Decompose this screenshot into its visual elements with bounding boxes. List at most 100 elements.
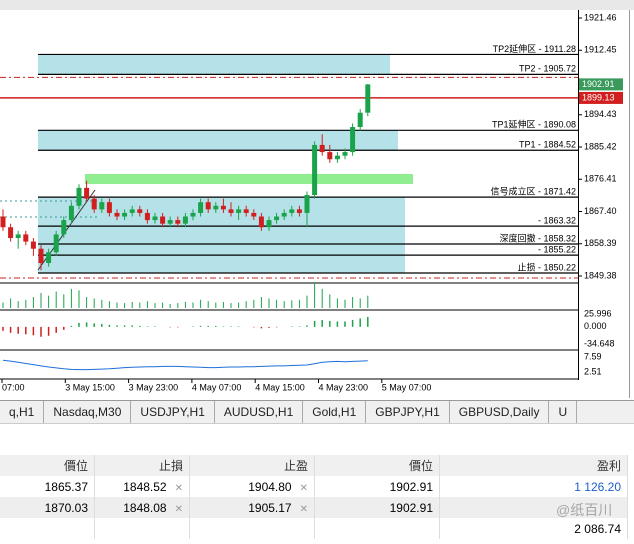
header-cell: 盈利 — [439, 455, 628, 476]
candle-body — [23, 234, 29, 242]
zone — [38, 130, 398, 151]
candle-body — [175, 220, 181, 224]
y-tick-label: 1876.41 — [584, 174, 617, 184]
header-cell: 止損 — [94, 455, 190, 476]
cell — [439, 497, 628, 518]
candle-body — [296, 209, 302, 213]
remove-button[interactable]: ✕ — [299, 482, 308, 494]
cell: 1848.52 ✕ — [94, 476, 190, 497]
y-tick-label: 1921.46 — [584, 12, 617, 22]
level-label: 深度回撤 - 1858.32 — [499, 232, 576, 243]
chart: 1921.46 1912.45 1894.43 1885.42 1876.41 1867.… — [0, 0, 634, 398]
candle-body — [167, 220, 173, 224]
candle-body — [350, 127, 356, 153]
candle-body — [46, 252, 52, 264]
candle-body — [198, 202, 204, 213]
candle-body — [220, 205, 226, 210]
time-label: 4 May 23:00 — [319, 382, 369, 392]
cell — [0, 518, 95, 539]
candle-body — [365, 84, 371, 113]
candle-body — [236, 209, 242, 213]
cell: 1870.03 — [0, 497, 95, 518]
level-label: TP2延伸区 - 1911.28 — [493, 43, 576, 54]
tab[interactable]: Gold,H1 — [303, 401, 367, 423]
candle-body — [228, 209, 234, 213]
rsi-tick-label: 2.51 — [584, 366, 602, 376]
remove-button[interactable]: ✕ — [299, 503, 308, 515]
candle-body — [84, 187, 90, 199]
level-label: - 1855.22 — [538, 244, 576, 254]
order-row: 1865.37 1848.52 ✕ 1904.80 ✕ 1902.91 1 126.20 — [0, 476, 628, 497]
rsi-line — [2, 359, 368, 371]
candle-body — [99, 202, 105, 210]
candle-body — [30, 241, 36, 249]
total-row: 2 086.74 — [0, 518, 628, 539]
candle-body — [0, 216, 6, 228]
tab[interactable]: GBPUSD,Daily — [450, 401, 550, 423]
cell: 1905.17 ✕ — [189, 497, 315, 518]
level-label: TP2 - 1905.72 — [519, 64, 576, 74]
rsi-tick-label: 7.59 — [584, 351, 602, 361]
candle-body — [76, 187, 82, 206]
cell: 1865.37 — [0, 476, 95, 497]
header-cell: 止盈 — [189, 455, 315, 476]
header-row: 價位 止損 止盈 價位 盈利 — [0, 455, 628, 476]
candle-body — [266, 220, 272, 228]
candle-body — [144, 212, 150, 221]
osc-tick-label: 25.996 — [584, 308, 612, 318]
osc-tick-label: -34.648 — [584, 338, 615, 348]
candle-body — [205, 202, 211, 210]
remove-button[interactable]: ✕ — [174, 503, 183, 515]
time-label: 07:00 — [2, 382, 25, 392]
y-tick-label: 1867.40 — [584, 206, 617, 216]
cell: 1902.91 — [314, 497, 440, 518]
candle-body — [327, 152, 333, 160]
y-tick-label: 1849.38 — [584, 270, 617, 280]
y-tick-label: 1885.42 — [584, 141, 617, 151]
cell: 1 126.20 — [439, 476, 628, 497]
tab[interactable]: Nasdaq,M30 — [44, 401, 132, 423]
candle-body — [281, 212, 287, 217]
cell: 1848.08 ✕ — [94, 497, 190, 518]
price-badge — [579, 91, 623, 104]
candle-body — [160, 216, 166, 224]
candle-body — [304, 195, 310, 213]
candle-body — [122, 212, 128, 217]
candle-body — [15, 234, 21, 238]
level-label: 止损 - 1850.22 — [517, 261, 576, 272]
candle-body — [274, 216, 280, 221]
candle-body — [129, 209, 135, 213]
cell: 1904.80 ✕ — [189, 476, 315, 497]
candle-body — [342, 152, 348, 156]
time-label: 4 May 07:00 — [192, 382, 242, 392]
time-label: 4 May 15:00 — [255, 382, 305, 392]
level-label: TP1延伸区 - 1890.08 — [492, 119, 576, 130]
top-bar — [0, 0, 634, 10]
tab[interactable]: AUDUSD,H1 — [215, 401, 304, 423]
candle-body — [152, 216, 158, 221]
order-row: 1870.03 1848.08 ✕ 1905.17 ✕ 1902.91 — [0, 497, 628, 518]
zone — [38, 54, 390, 75]
zone — [38, 197, 405, 273]
candle-body — [91, 198, 97, 210]
header-cell: 價位 — [314, 455, 440, 476]
tab[interactable]: GBPJPY,H1 — [366, 401, 450, 423]
orders-table: 價位 止損 止盈 價位 盈利 1865.37 1848.52 ✕ 1904.80 ✕ 1902.91… — [0, 455, 628, 539]
level-label: 信号成立区 - 1871.42 — [490, 185, 576, 196]
remove-button[interactable]: ✕ — [174, 482, 183, 494]
y-tick-label: 1894.43 — [584, 109, 617, 119]
watermark: @纸百川 — [556, 502, 613, 518]
tab[interactable]: U — [549, 401, 578, 423]
candle-body — [243, 209, 249, 213]
cell — [314, 518, 440, 539]
candle-body — [38, 248, 44, 264]
price-badge-label: 1902.91 — [582, 79, 615, 89]
total-cell: 2 086.74 — [439, 518, 628, 539]
tab[interactable]: USDJPY,H1 — [131, 401, 215, 423]
candle-body — [334, 155, 340, 160]
candle-body — [213, 205, 219, 210]
candle-body — [319, 144, 325, 153]
tab[interactable]: q,H1 — [0, 401, 45, 423]
cell — [189, 518, 315, 539]
